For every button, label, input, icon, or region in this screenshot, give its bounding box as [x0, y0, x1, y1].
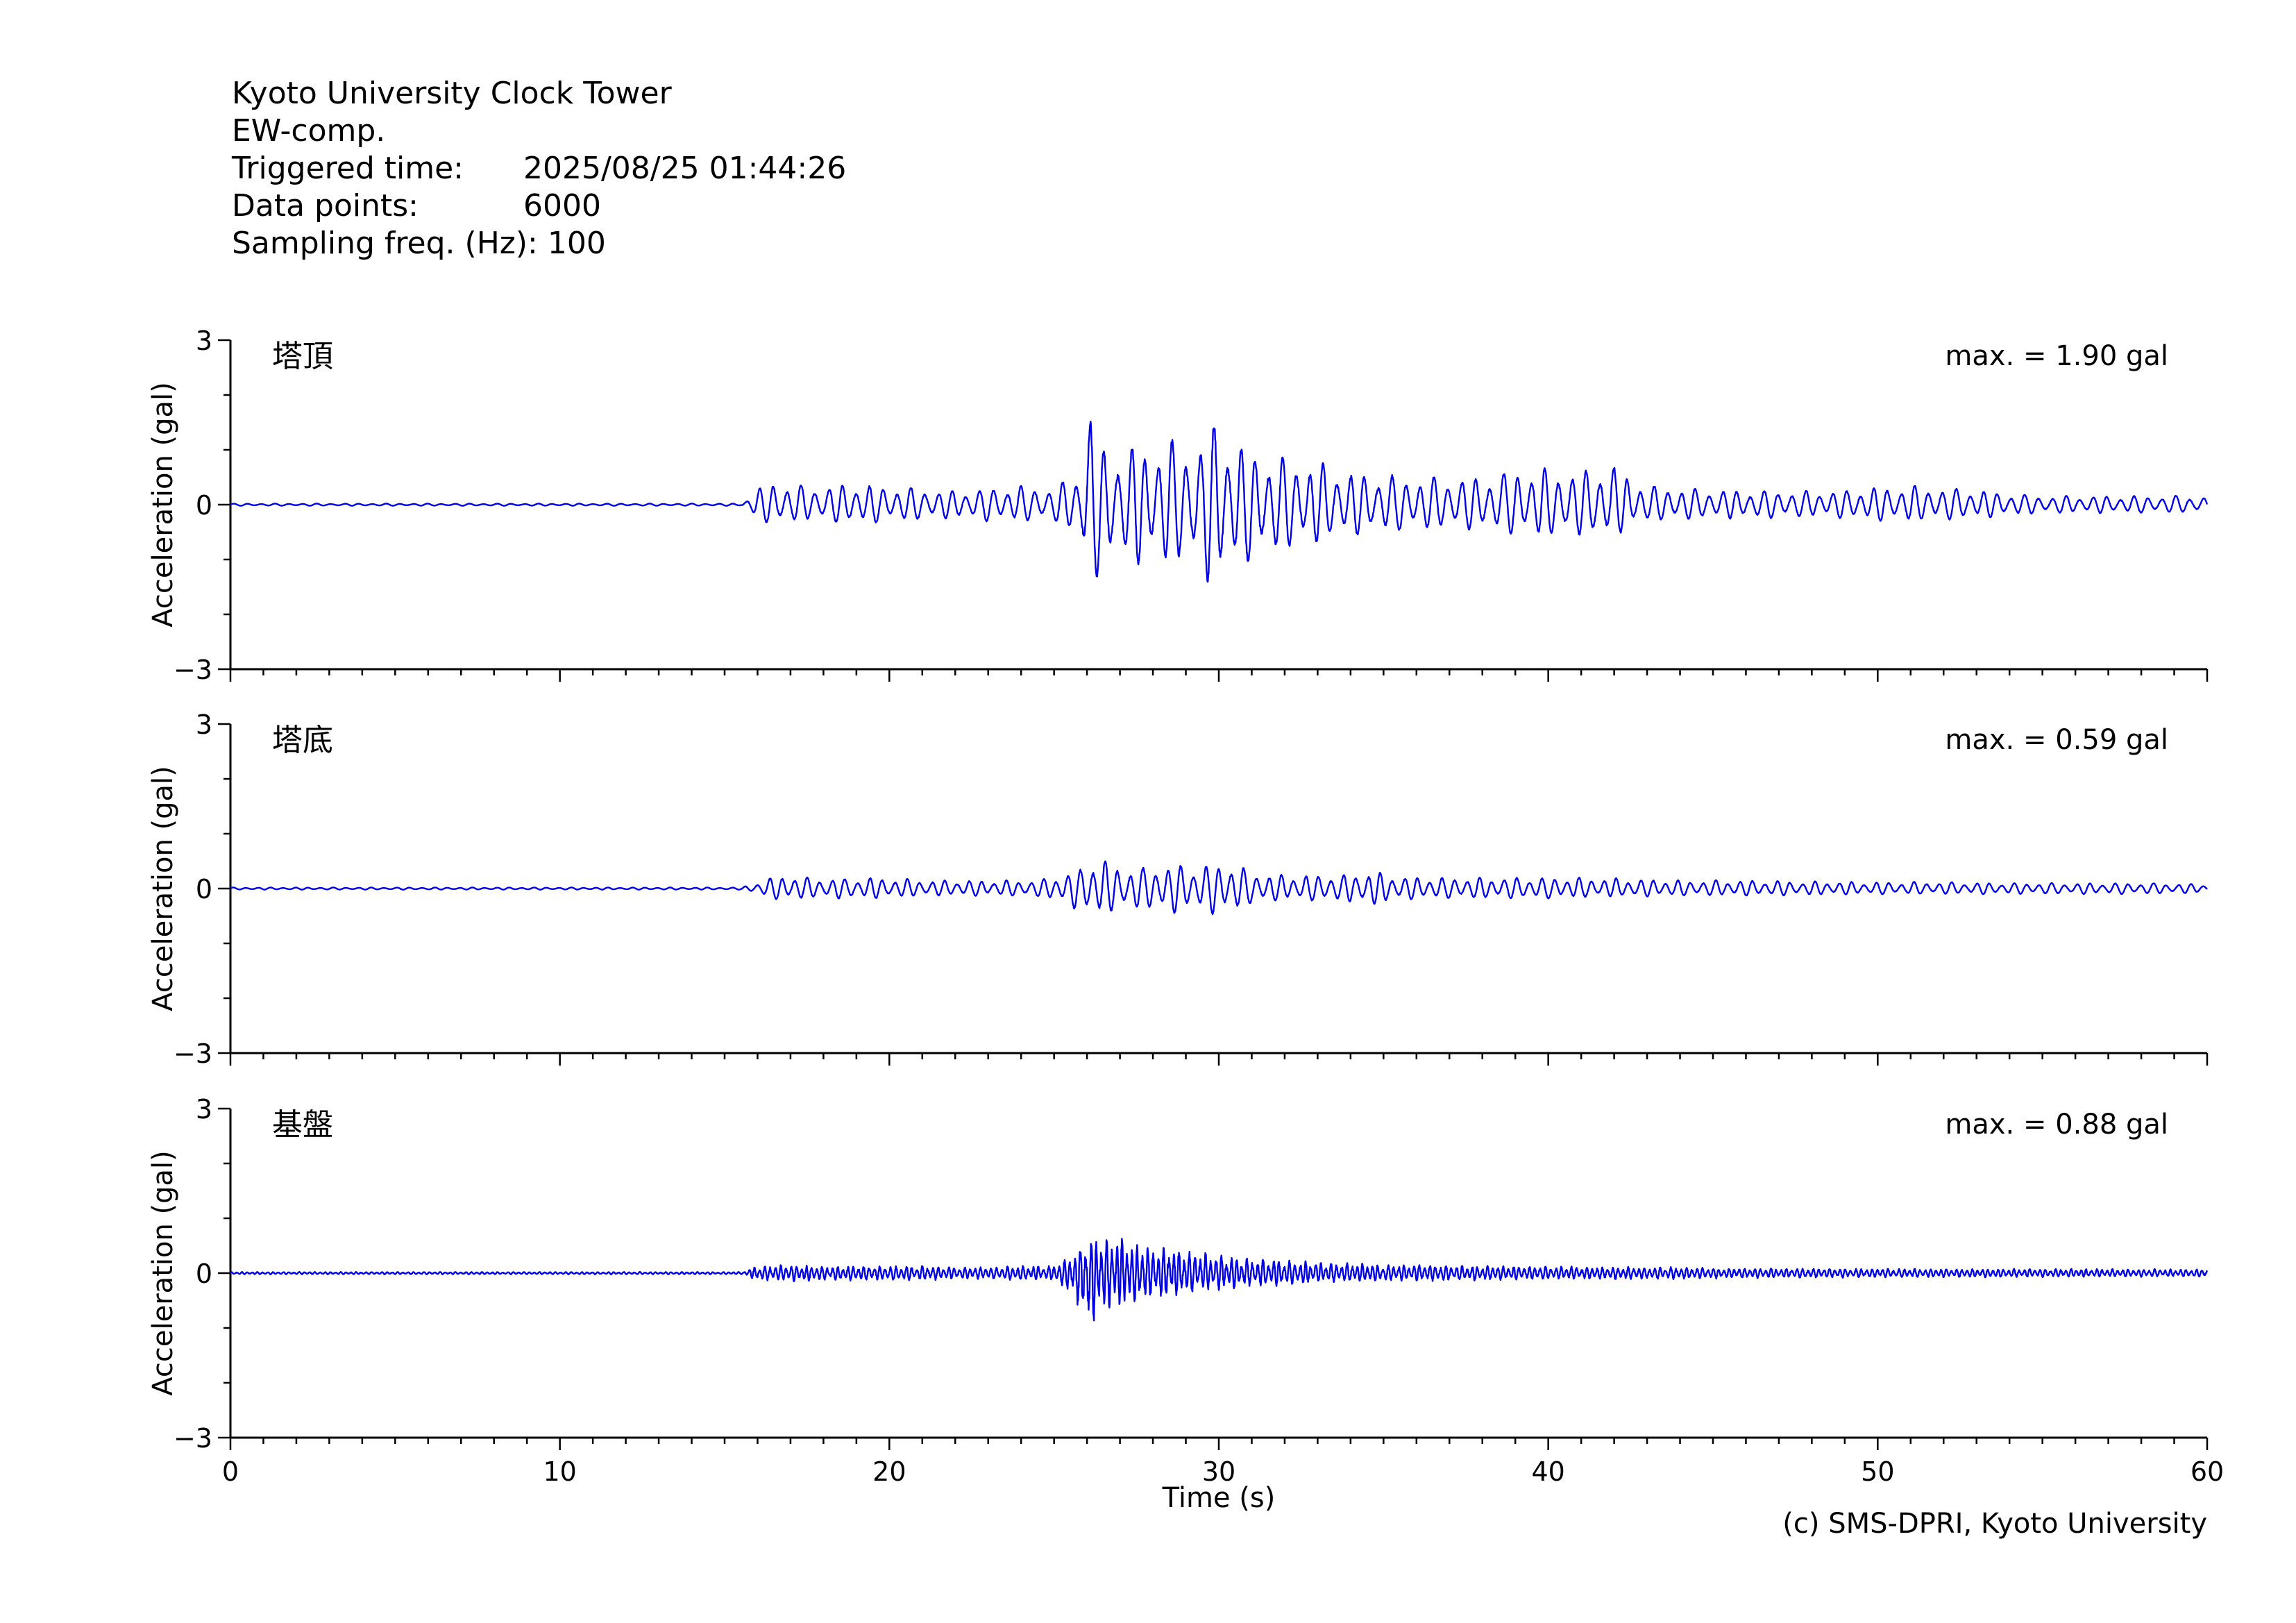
y-axis-label: Acceleration (gal): [147, 1150, 179, 1396]
x-tick-label: 0: [222, 1456, 239, 1487]
x-axis-label: Time (s): [1162, 1482, 1276, 1514]
y-tick-label: 0: [196, 1259, 212, 1289]
sampling-freq-value: 100: [547, 226, 606, 261]
y-tick-label: −3: [174, 655, 212, 685]
triggered-time-row: Triggered time: 2025/08/25 01:44:26: [232, 150, 846, 187]
y-tick-label: 3: [196, 709, 212, 740]
y-axis-label: Acceleration (gal): [147, 382, 179, 628]
x-tick-label: 40: [1531, 1456, 1564, 1487]
waveform-tower-top: [230, 421, 2209, 583]
sampling-freq-label: Sampling freq. (Hz):: [232, 226, 538, 261]
panel-title: 基盤: [272, 1107, 333, 1143]
waveform-tower-base: [230, 860, 2208, 916]
y-tick-label: −3: [174, 1423, 212, 1454]
data-points-row: Data points: 6000: [232, 187, 846, 225]
sampling-freq-row: Sampling freq. (Hz): 100: [232, 225, 846, 262]
triggered-time-value: 2025/08/25 01:44:26: [523, 151, 847, 186]
triggered-time-label: Triggered time:: [232, 151, 464, 186]
y-tick-label: 3: [196, 1094, 212, 1125]
data-points-label: Data points:: [232, 188, 419, 224]
panel-tower-base: −3 0 3 Acceleration (gal) 塔底 max. = 0.59 gal: [147, 709, 2209, 1069]
component-label: EW-comp.: [232, 113, 386, 149]
panel-title: 塔底: [272, 723, 333, 758]
x-tick-label: 20: [872, 1456, 906, 1487]
max-annotation: max. = 0.59 gal: [1945, 724, 2168, 756]
x-tick-label: 60: [2191, 1456, 2224, 1487]
copyright-text: (c) SMS-DPRI, Kyoto University: [1782, 1508, 2207, 1540]
y-tick-label: 0: [196, 490, 212, 521]
waveform-bedrock: [230, 1238, 2209, 1322]
y-tick-label: 3: [196, 326, 212, 356]
x-tick-label: 10: [543, 1456, 576, 1487]
data-points-value: 6000: [523, 188, 601, 224]
x-tick-label: 50: [1861, 1456, 1894, 1487]
x-tick-label: 30: [1202, 1456, 1235, 1487]
y-tick-label: −3: [174, 1038, 212, 1069]
panel-title: 塔頂: [272, 339, 333, 374]
max-annotation: max. = 1.90 gal: [1945, 340, 2168, 372]
station-name: Kyoto University Clock Tower: [232, 76, 672, 111]
record-header: Kyoto University Clock Tower EW-comp. Tr…: [232, 75, 846, 262]
y-tick-label: 0: [196, 874, 212, 905]
max-annotation: max. = 0.88 gal: [1945, 1109, 2168, 1141]
panel-tower-top: −3 0 3 Acceleration (gal) 塔頂 max. = 1.90 gal: [147, 326, 2209, 685]
y-axis-label: Acceleration (gal): [147, 766, 179, 1011]
